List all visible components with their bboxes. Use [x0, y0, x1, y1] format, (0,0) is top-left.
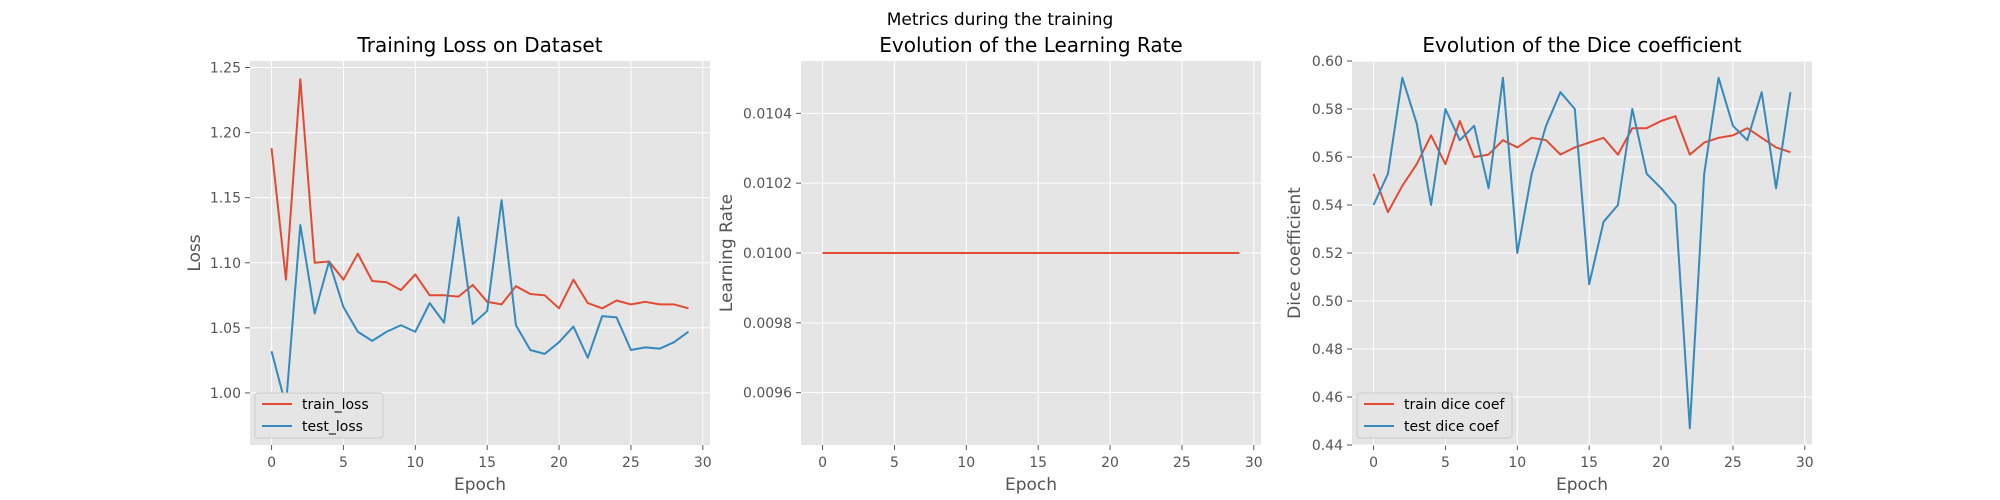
y-axis-label: Dice coefficient: [1285, 187, 1305, 319]
x-tick-label: 20: [1652, 455, 1670, 471]
y-tick-label: 0.50: [1312, 294, 1343, 310]
legend-label-test: test_loss: [302, 419, 363, 435]
y-tick-label: 0.0100: [743, 246, 792, 262]
y-tick-label: 1.05: [210, 321, 241, 337]
legend-label-test: test dice coef: [1404, 419, 1500, 435]
legend: train_loss test_loss: [254, 392, 384, 439]
y-tick-label: 1.25: [210, 61, 241, 77]
plot-area: [250, 61, 710, 445]
panel-title: Training Loss on Dataset: [356, 33, 602, 57]
series-lines: [1372, 76, 1792, 430]
y-tick-label: 0.46: [1312, 390, 1343, 406]
grid: [1347, 60, 1812, 450]
grid: [245, 61, 710, 450]
y-tick-label: 1.10: [210, 256, 241, 272]
y-tick-labels: 1.00 1.05 1.10 1.15 1.20 1.25: [210, 61, 241, 402]
test-loss-line: [270, 199, 690, 407]
x-tick-labels: 0 5 10 15 20 25 30: [1369, 455, 1814, 471]
y-tick-label: 0.48: [1312, 342, 1343, 358]
x-tick-label: 25: [1724, 455, 1742, 471]
x-tick-label: 5: [339, 455, 348, 471]
x-tick-label: 0: [1369, 455, 1378, 471]
train-dice-coef-line: [1372, 115, 1791, 214]
y-tick-labels: 0.44 0.46 0.48 0.50 0.52 0.54 0.56 0.58 0.60: [1312, 54, 1343, 454]
y-tick-label: 0.56: [1312, 150, 1343, 166]
y-tick-label: 1.20: [210, 126, 241, 142]
y-tick-label: 0.0096: [743, 386, 792, 402]
x-axis-label: Epoch: [454, 475, 506, 495]
x-tick-label: 30: [1796, 455, 1814, 471]
x-tick-label: 10: [406, 455, 424, 471]
x-tick-label: 25: [622, 455, 640, 471]
series-lines: [270, 78, 690, 407]
figure-suptitle: Metrics during the training: [887, 10, 1114, 30]
x-tick-label: 20: [1101, 455, 1119, 471]
train-loss-line: [270, 78, 689, 310]
x-tick-label: 20: [550, 455, 568, 471]
test-dice-coef-line: [1372, 76, 1792, 430]
y-tick-labels: 0.0096 0.0098 0.0100 0.0102 0.0104: [743, 106, 792, 401]
x-axis-label: Epoch: [1005, 475, 1057, 495]
x-tick-label: 25: [1173, 455, 1191, 471]
y-tick-label: 0.0098: [743, 316, 792, 332]
x-tick-labels: 0 5 10 15 20 25 30: [267, 455, 712, 471]
x-tick-label: 10: [1508, 455, 1526, 471]
x-axis-label: Epoch: [1556, 475, 1608, 495]
y-axis-label: Learning Rate: [717, 194, 737, 312]
learning-rate-panel: 0 5 10 15 20 25 30 0.00960.00980.01000.01020.0…: [717, 33, 1263, 495]
x-tick-label: 0: [818, 455, 827, 471]
y-tick-label: 0.52: [1312, 246, 1343, 262]
y-tick-label: 1.00: [210, 386, 241, 402]
y-tick-label: 0.0104: [743, 106, 792, 122]
x-tick-label: 30: [1245, 455, 1263, 471]
x-tick-label: 5: [1441, 455, 1450, 471]
legend: train dice coef test dice coef: [1356, 392, 1513, 439]
x-tick-label: 15: [1580, 455, 1598, 471]
x-tick-label: 5: [890, 455, 899, 471]
y-tick-label: 0.58: [1312, 102, 1343, 118]
y-tick-label: 0.44: [1312, 438, 1343, 454]
x-tick-labels: 0 5 10 15 20 25 30: [818, 455, 1263, 471]
legend-box: [1356, 392, 1513, 439]
legend-label-train: train dice coef: [1404, 397, 1505, 413]
y-tick-label: 0.54: [1312, 198, 1343, 214]
x-tick-label: 10: [957, 455, 975, 471]
x-tick-label: 15: [478, 455, 496, 471]
panel-title: Evolution of the Dice coefficient: [1422, 33, 1741, 57]
y-axis-label: Loss: [185, 234, 205, 271]
training-loss-panel: 0 5 10 15 20 25 30 1.00 1.05 1.10 1.15 1.20 1.25 Tr…: [185, 33, 712, 495]
x-tick-label: 15: [1029, 455, 1047, 471]
y-tick-label: 0.0102: [743, 176, 792, 192]
y-tick-label: 1.15: [210, 191, 241, 207]
legend-label-train: train_loss: [302, 397, 369, 413]
dice-coefficient-panel: 0 5 10 15 20 25 30 0.44 0.46 0.48 0.50 0.52 0.54 0.5…: [1285, 33, 1814, 495]
y-tick-label: 0.60: [1312, 54, 1343, 70]
x-tick-label: 30: [694, 455, 712, 471]
panel-title: Evolution of the Learning Rate: [879, 33, 1182, 57]
x-tick-label: 0: [267, 455, 276, 471]
